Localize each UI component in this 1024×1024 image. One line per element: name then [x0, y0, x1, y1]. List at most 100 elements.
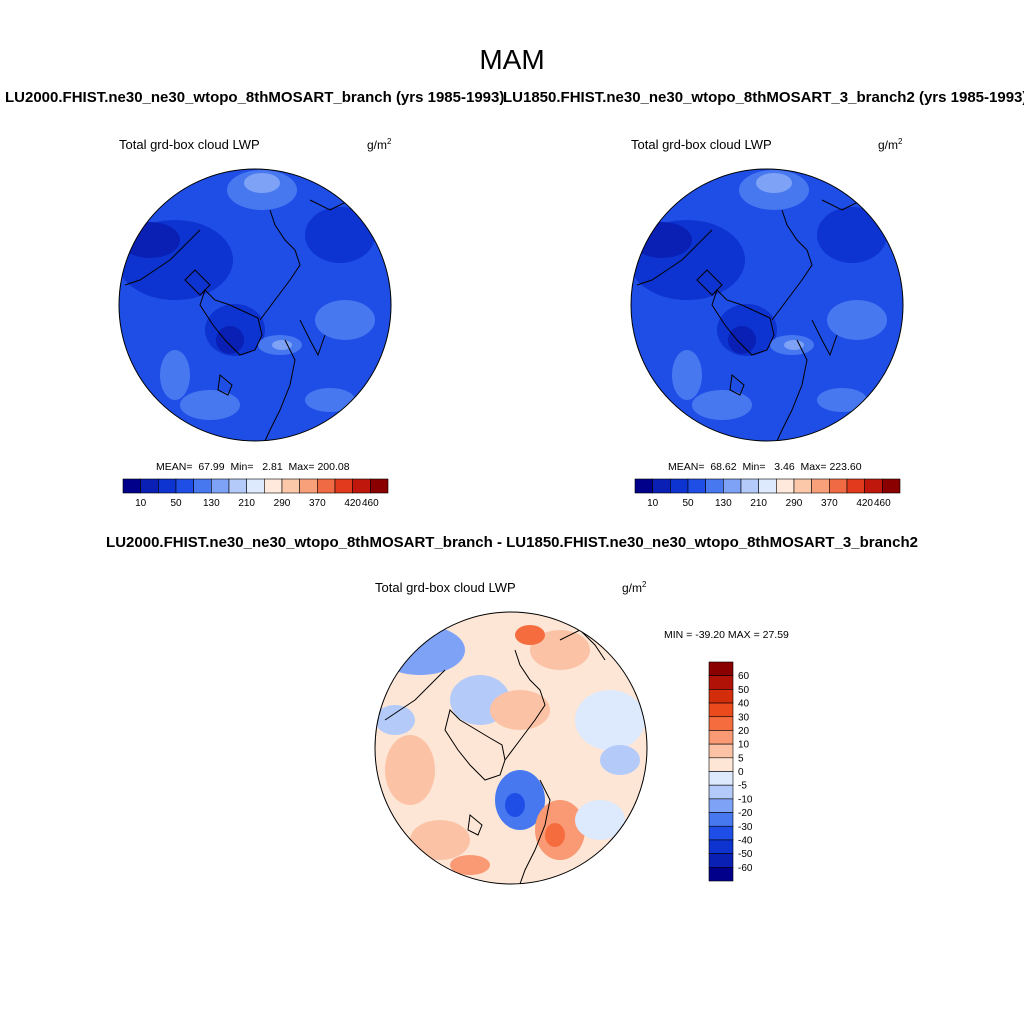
- diff-colorbar-label: 5: [738, 753, 744, 764]
- diff-variable-label: Total grd-box cloud LWP: [375, 580, 516, 595]
- diff-colorbar-swatch: [708, 743, 734, 759]
- left-colorbar-label: 210: [238, 498, 255, 509]
- right-colorbar-label: 460: [874, 498, 891, 509]
- diff-colorbar-swatch: [708, 716, 734, 731]
- diff-colorbar-label: -40: [738, 835, 753, 846]
- right-colorbar-swatch: [864, 478, 883, 494]
- left-colorbar-swatch: [352, 478, 371, 494]
- left-colorbar-swatch: [264, 478, 283, 494]
- right-colorbar-label: 50: [682, 498, 694, 509]
- diff-colorbar-label: -5: [738, 781, 747, 792]
- right-colorbar-label: 130: [715, 498, 732, 509]
- left-colorbar-swatch: [246, 478, 265, 494]
- right-run-title: LU1850.FHIST.ne30_ne30_wtopo_8thMOSART_3…: [503, 89, 1024, 106]
- left-colorbar-label: 420: [344, 498, 361, 509]
- left-colorbar: 10 50 130 210 290 370 420 460: [122, 478, 389, 509]
- left-colorbar-swatch: [281, 478, 300, 494]
- left-colorbar-swatch: [140, 478, 159, 494]
- diff-lwp-map: [375, 612, 647, 884]
- left-colorbar-swatch: [228, 478, 247, 494]
- diff-colorbar-swatch: [708, 757, 734, 772]
- diff-coastlines: [384, 629, 606, 884]
- right-colorbar-label: 370: [821, 498, 838, 509]
- right-colorbar-swatch: [758, 478, 777, 494]
- right-colorbar-swatch: [740, 478, 759, 494]
- diff-colorbar-label: 40: [738, 699, 750, 710]
- left-map-border: [118, 168, 392, 442]
- right-colorbar-label: 420: [856, 498, 873, 509]
- right-colorbar-swatch: [811, 478, 830, 494]
- right-colorbar-swatch: [846, 478, 865, 494]
- left-colorbar-label: 50: [170, 498, 182, 509]
- left-colorbar-swatch: [370, 478, 389, 494]
- diff-colorbar-label: 50: [738, 685, 750, 696]
- diff-map-border: [374, 611, 648, 885]
- diff-colorbar-swatch: [708, 689, 734, 704]
- left-colorbar-label: 460: [362, 498, 379, 509]
- right-colorbar-swatch: [829, 478, 848, 494]
- left-colorbar-swatch: [158, 478, 177, 494]
- diff-colorbar-label: -30: [738, 822, 753, 833]
- left-colorbar-swatch: [334, 478, 353, 494]
- diff-units-label: g/m2: [622, 580, 647, 595]
- right-colorbar-label: 290: [786, 498, 803, 509]
- diff-colorbar-swatch: [708, 661, 734, 676]
- left-colorbar-swatch: [317, 478, 336, 494]
- diff-colorbar-label: 20: [738, 726, 750, 737]
- diff-colorbar-swatch: [708, 853, 734, 868]
- left-stats: MEAN= 67.99 Min= 2.81 Max= 200.08: [156, 461, 350, 473]
- right-colorbar-swatch: [776, 478, 795, 494]
- diff-colorbar-label: -60: [738, 863, 753, 874]
- right-colorbar-label: 10: [647, 498, 659, 509]
- diff-colorbar-swatch: [708, 798, 734, 813]
- right-colorbar-swatch: [652, 478, 671, 494]
- diff-colorbar-label: -50: [738, 849, 753, 860]
- left-units-label: g/m2: [367, 137, 392, 152]
- diff-colorbar-label: 0: [738, 767, 744, 778]
- right-lwp-map: [631, 169, 903, 441]
- left-colorbar-label: 290: [274, 498, 291, 509]
- left-colorbar-swatch: [122, 478, 141, 494]
- left-colorbar-label: 10: [135, 498, 147, 509]
- right-units-label: g/m2: [878, 137, 903, 152]
- diff-minmax: MIN = -39.20 MAX = 27.59: [664, 629, 789, 641]
- left-coastlines: [124, 199, 381, 441]
- diff-colorbar-swatch: [708, 867, 734, 882]
- diff-colorbar-swatch: [708, 839, 734, 854]
- diff-colorbar-swatch: [708, 771, 734, 786]
- right-variable-label: Total grd-box cloud LWP: [631, 137, 772, 152]
- left-colorbar-swatch: [211, 478, 230, 494]
- diff-colorbar-label: 10: [738, 740, 750, 751]
- diff-colorbar-swatch: [708, 784, 734, 800]
- season-title: MAM: [479, 44, 545, 75]
- right-colorbar-swatch: [882, 478, 901, 494]
- difference-title: LU2000.FHIST.ne30_ne30_wtopo_8thMOSART_b…: [106, 534, 918, 551]
- left-colorbar-label: 370: [309, 498, 326, 509]
- diff-colorbar-swatch: [708, 812, 734, 827]
- right-colorbar-swatch: [723, 478, 742, 494]
- diff-colorbar-swatch: [708, 702, 734, 718]
- diff-colorbar-label: -20: [738, 808, 753, 819]
- left-colorbar-swatch: [193, 478, 212, 494]
- left-lwp-map: [119, 169, 391, 441]
- left-colorbar-swatch: [299, 478, 318, 494]
- left-colorbar-swatch: [175, 478, 194, 494]
- right-colorbar-swatch: [705, 478, 724, 494]
- diff-colorbar-swatch: [708, 825, 734, 841]
- left-colorbar-label: 130: [203, 498, 220, 509]
- right-map-border: [630, 168, 904, 442]
- right-colorbar-swatch: [634, 478, 653, 494]
- diff-colorbar-label: 60: [738, 671, 750, 682]
- left-variable-label: Total grd-box cloud LWP: [119, 137, 260, 152]
- diff-colorbar-label: 30: [738, 712, 750, 723]
- right-colorbar-label: 210: [750, 498, 767, 509]
- right-colorbar-swatch: [687, 478, 706, 494]
- diff-colorbar-label: -10: [738, 794, 753, 805]
- right-colorbar-swatch: [793, 478, 812, 494]
- left-run-title: LU2000.FHIST.ne30_ne30_wtopo_8thMOSART_b…: [5, 89, 505, 106]
- right-colorbar-swatch: [670, 478, 689, 494]
- diff-colorbar-swatch: [708, 730, 734, 745]
- right-colorbar: 10 50 130 210 290 370 420 460: [634, 478, 901, 509]
